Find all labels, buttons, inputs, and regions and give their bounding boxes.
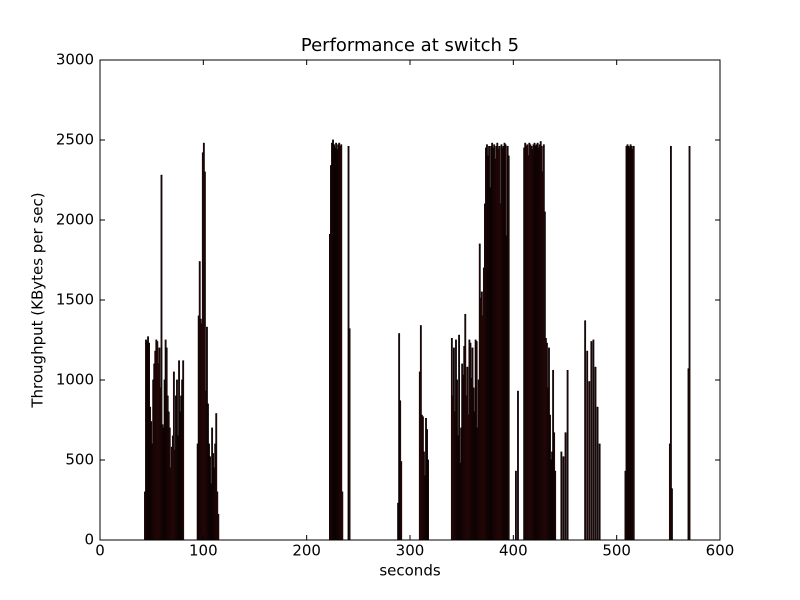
bar bbox=[670, 145, 672, 541]
x-tick-label: 200 bbox=[292, 542, 321, 560]
bar bbox=[515, 470, 517, 541]
bar bbox=[182, 360, 185, 541]
bar bbox=[588, 381, 591, 541]
bar bbox=[590, 341, 593, 541]
bar bbox=[671, 488, 673, 541]
x-axis-label: seconds bbox=[379, 562, 440, 580]
y-tick-label: 500 bbox=[65, 451, 94, 469]
bar bbox=[217, 514, 220, 541]
bar bbox=[566, 369, 569, 541]
bar bbox=[586, 350, 589, 541]
bar bbox=[341, 491, 344, 541]
y-tick-label: 2000 bbox=[56, 211, 94, 229]
bar bbox=[598, 443, 601, 541]
y-tick-label: 1500 bbox=[56, 291, 94, 309]
y-tick-label: 3000 bbox=[56, 51, 94, 69]
bar bbox=[340, 144, 343, 541]
bar bbox=[348, 328, 351, 541]
x-tick-label: 600 bbox=[706, 542, 735, 560]
x-tick-label: 500 bbox=[602, 542, 631, 560]
bar bbox=[688, 145, 691, 541]
y-tick-label: 0 bbox=[84, 531, 94, 549]
x-tick-label: 400 bbox=[499, 542, 528, 560]
bar bbox=[560, 451, 563, 541]
chart-title: Performance at switch 5 bbox=[301, 35, 519, 56]
y-tick-label: 1000 bbox=[56, 371, 94, 389]
bar bbox=[562, 456, 565, 541]
bar bbox=[554, 470, 557, 541]
bar bbox=[427, 459, 430, 541]
x-tick-label: 300 bbox=[396, 542, 425, 560]
x-tick-label: 100 bbox=[189, 542, 218, 560]
bar bbox=[596, 406, 599, 541]
bar bbox=[507, 155, 510, 541]
bar bbox=[592, 339, 595, 541]
y-axis-label: Throughput (KBytes per sec) bbox=[29, 192, 47, 408]
bar bbox=[594, 366, 597, 541]
bar bbox=[564, 432, 567, 541]
bar bbox=[400, 461, 403, 541]
x-tick-label: 0 bbox=[95, 542, 105, 560]
bar bbox=[632, 145, 635, 541]
bar bbox=[517, 390, 519, 541]
y-tick-label: 2500 bbox=[56, 131, 94, 149]
bar bbox=[584, 320, 587, 541]
